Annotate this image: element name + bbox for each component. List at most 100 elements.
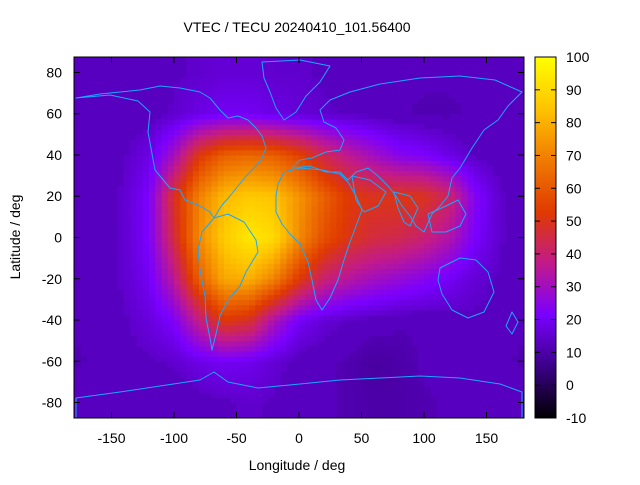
heat-cell <box>155 144 163 151</box>
heat-cell <box>255 206 263 213</box>
heat-cell <box>286 278 294 285</box>
heat-cell <box>299 309 306 316</box>
heat-cell <box>180 144 188 151</box>
heat-cell <box>149 237 156 244</box>
heat-cell <box>249 82 256 89</box>
heat-cell <box>255 62 263 68</box>
heat-cell <box>217 62 225 68</box>
heat-cell <box>136 201 144 208</box>
heat-cell <box>380 118 388 125</box>
heat-cell <box>380 340 388 347</box>
heat-cell <box>449 211 456 218</box>
heat-cell <box>124 154 131 161</box>
colorbar-tick-label: 40 <box>566 246 582 262</box>
heat-cell <box>199 134 206 141</box>
heat-cell <box>361 392 369 398</box>
heat-cell <box>161 294 169 300</box>
heat-cell <box>142 165 150 172</box>
heat-cell <box>136 294 144 300</box>
heat-cell <box>324 118 331 125</box>
heat-cell <box>317 268 325 275</box>
heat-cell <box>205 376 213 383</box>
heat-cell <box>424 129 431 135</box>
heat-cell <box>299 222 306 228</box>
heat-cell <box>336 366 344 373</box>
heat-cell <box>274 77 281 84</box>
heat-cell <box>174 227 181 233</box>
heat-cell <box>286 232 294 239</box>
heat-cell <box>155 211 163 218</box>
heat-cell <box>499 206 506 213</box>
heat-cell <box>355 191 363 197</box>
heat-cell <box>436 211 444 218</box>
heat-cell <box>174 350 181 357</box>
heat-cell <box>261 165 269 172</box>
heat-cell <box>361 216 369 223</box>
heat-cell <box>411 268 419 275</box>
heat-cell <box>255 268 263 275</box>
heat-cell <box>205 237 213 244</box>
heat-cell <box>449 258 456 264</box>
heat-cell <box>174 242 181 249</box>
heat-cell <box>192 309 200 316</box>
heat-cell <box>267 72 275 79</box>
heat-cell <box>449 232 456 239</box>
heat-cell <box>174 98 181 105</box>
heat-cell <box>349 366 356 373</box>
heat-cell <box>136 165 144 172</box>
heat-cell <box>455 289 463 295</box>
heat-cell <box>311 211 319 218</box>
heat-cell <box>199 252 206 259</box>
heat-cell <box>136 247 144 254</box>
heat-cell <box>299 211 306 218</box>
heat-cell <box>474 211 481 218</box>
heat-cell <box>467 216 475 223</box>
heat-cell <box>261 278 269 285</box>
heat-cell <box>355 356 363 362</box>
heat-cell <box>374 134 381 141</box>
heat-cell <box>355 263 363 270</box>
heat-cell <box>174 108 181 115</box>
heat-cell <box>224 340 231 347</box>
heat-cell <box>205 149 213 156</box>
heat-cell <box>467 201 475 208</box>
heat-cell <box>330 309 338 316</box>
coastlines <box>75 59 523 418</box>
heat-cell <box>336 216 344 223</box>
heat-cell <box>455 304 463 311</box>
heat-cell <box>305 242 313 249</box>
heat-cell <box>280 216 288 223</box>
heat-cell <box>361 149 369 156</box>
heat-cell <box>436 108 444 115</box>
heat-cell <box>242 93 250 99</box>
heat-cell <box>249 350 256 357</box>
heat-cell <box>399 289 406 295</box>
heat-cell <box>217 387 225 393</box>
heat-cell <box>149 320 156 326</box>
heat-cell <box>299 62 306 68</box>
heat-cell <box>355 149 363 156</box>
heat-cell <box>217 134 225 141</box>
heat-cell <box>199 314 206 321</box>
heat-cell <box>155 154 163 161</box>
heat-cell <box>186 129 194 135</box>
heat-cell <box>186 170 194 177</box>
heat-cell <box>242 325 250 331</box>
heat-cell <box>117 227 125 233</box>
heat-cell <box>217 144 225 151</box>
heat-cell <box>174 237 181 244</box>
heat-cell <box>405 273 413 280</box>
heat-cell <box>205 67 213 74</box>
heat-cell <box>199 191 206 197</box>
heat-cell <box>380 185 388 192</box>
heat-cell <box>230 180 238 187</box>
heat-cell <box>249 124 256 130</box>
heat-cell <box>374 273 381 280</box>
heat-cell <box>186 103 194 110</box>
heat-cell <box>217 87 225 94</box>
heat-cell <box>186 232 194 239</box>
heat-cell <box>136 196 144 202</box>
heat-cell <box>167 299 175 306</box>
heat-cell <box>155 201 163 208</box>
heat-cell <box>199 340 206 347</box>
